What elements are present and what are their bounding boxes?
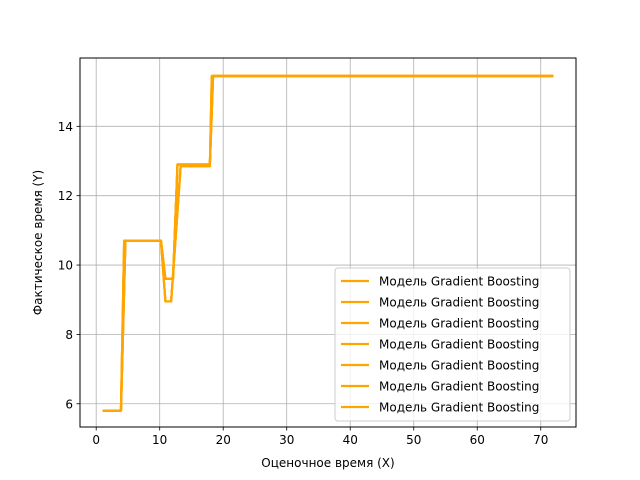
series-layer (102, 74, 554, 412)
x-tick-label: 10 (152, 433, 167, 447)
x-tick-label: 40 (343, 433, 358, 447)
x-axis-label: Оценочное время (X) (261, 456, 394, 470)
x-tick-label: 70 (533, 433, 548, 447)
series-line-7 (102, 74, 554, 412)
x-tick-label: 50 (406, 433, 421, 447)
x-tick-label: 60 (470, 433, 485, 447)
legend-entry: Модель Gradient Boosting (379, 338, 539, 352)
y-axis-label: Фактическое время (Y) (31, 170, 45, 315)
y-tick-label: 8 (65, 328, 73, 342)
legend-entry: Модель Gradient Boosting (379, 401, 539, 415)
y-tick-label: 10 (58, 259, 73, 273)
ticks: 0 10 20 30 40 50 60 70 6 8 10 12 14 (58, 120, 549, 447)
legend-box (334, 267, 571, 422)
y-tick-label: 14 (58, 120, 73, 134)
x-tick-label: 0 (92, 433, 100, 447)
legend-entry: Модель Gradient Boosting (379, 359, 539, 373)
y-tick-label: 12 (58, 189, 73, 203)
plot-frame (79, 57, 577, 428)
legend-entry: Модель Gradient Boosting (379, 380, 539, 394)
y-tick-label: 6 (65, 397, 73, 411)
legend-entry: Модель Gradient Boosting (379, 275, 539, 289)
x-tick-label: 20 (216, 433, 231, 447)
legend-entry: Модель Gradient Boosting (379, 317, 539, 331)
x-tick-label: 30 (279, 433, 294, 447)
legend: Модель Gradient Boosting Модель Gradient … (334, 267, 571, 422)
legend-entry: Модель Gradient Boosting (379, 296, 539, 310)
